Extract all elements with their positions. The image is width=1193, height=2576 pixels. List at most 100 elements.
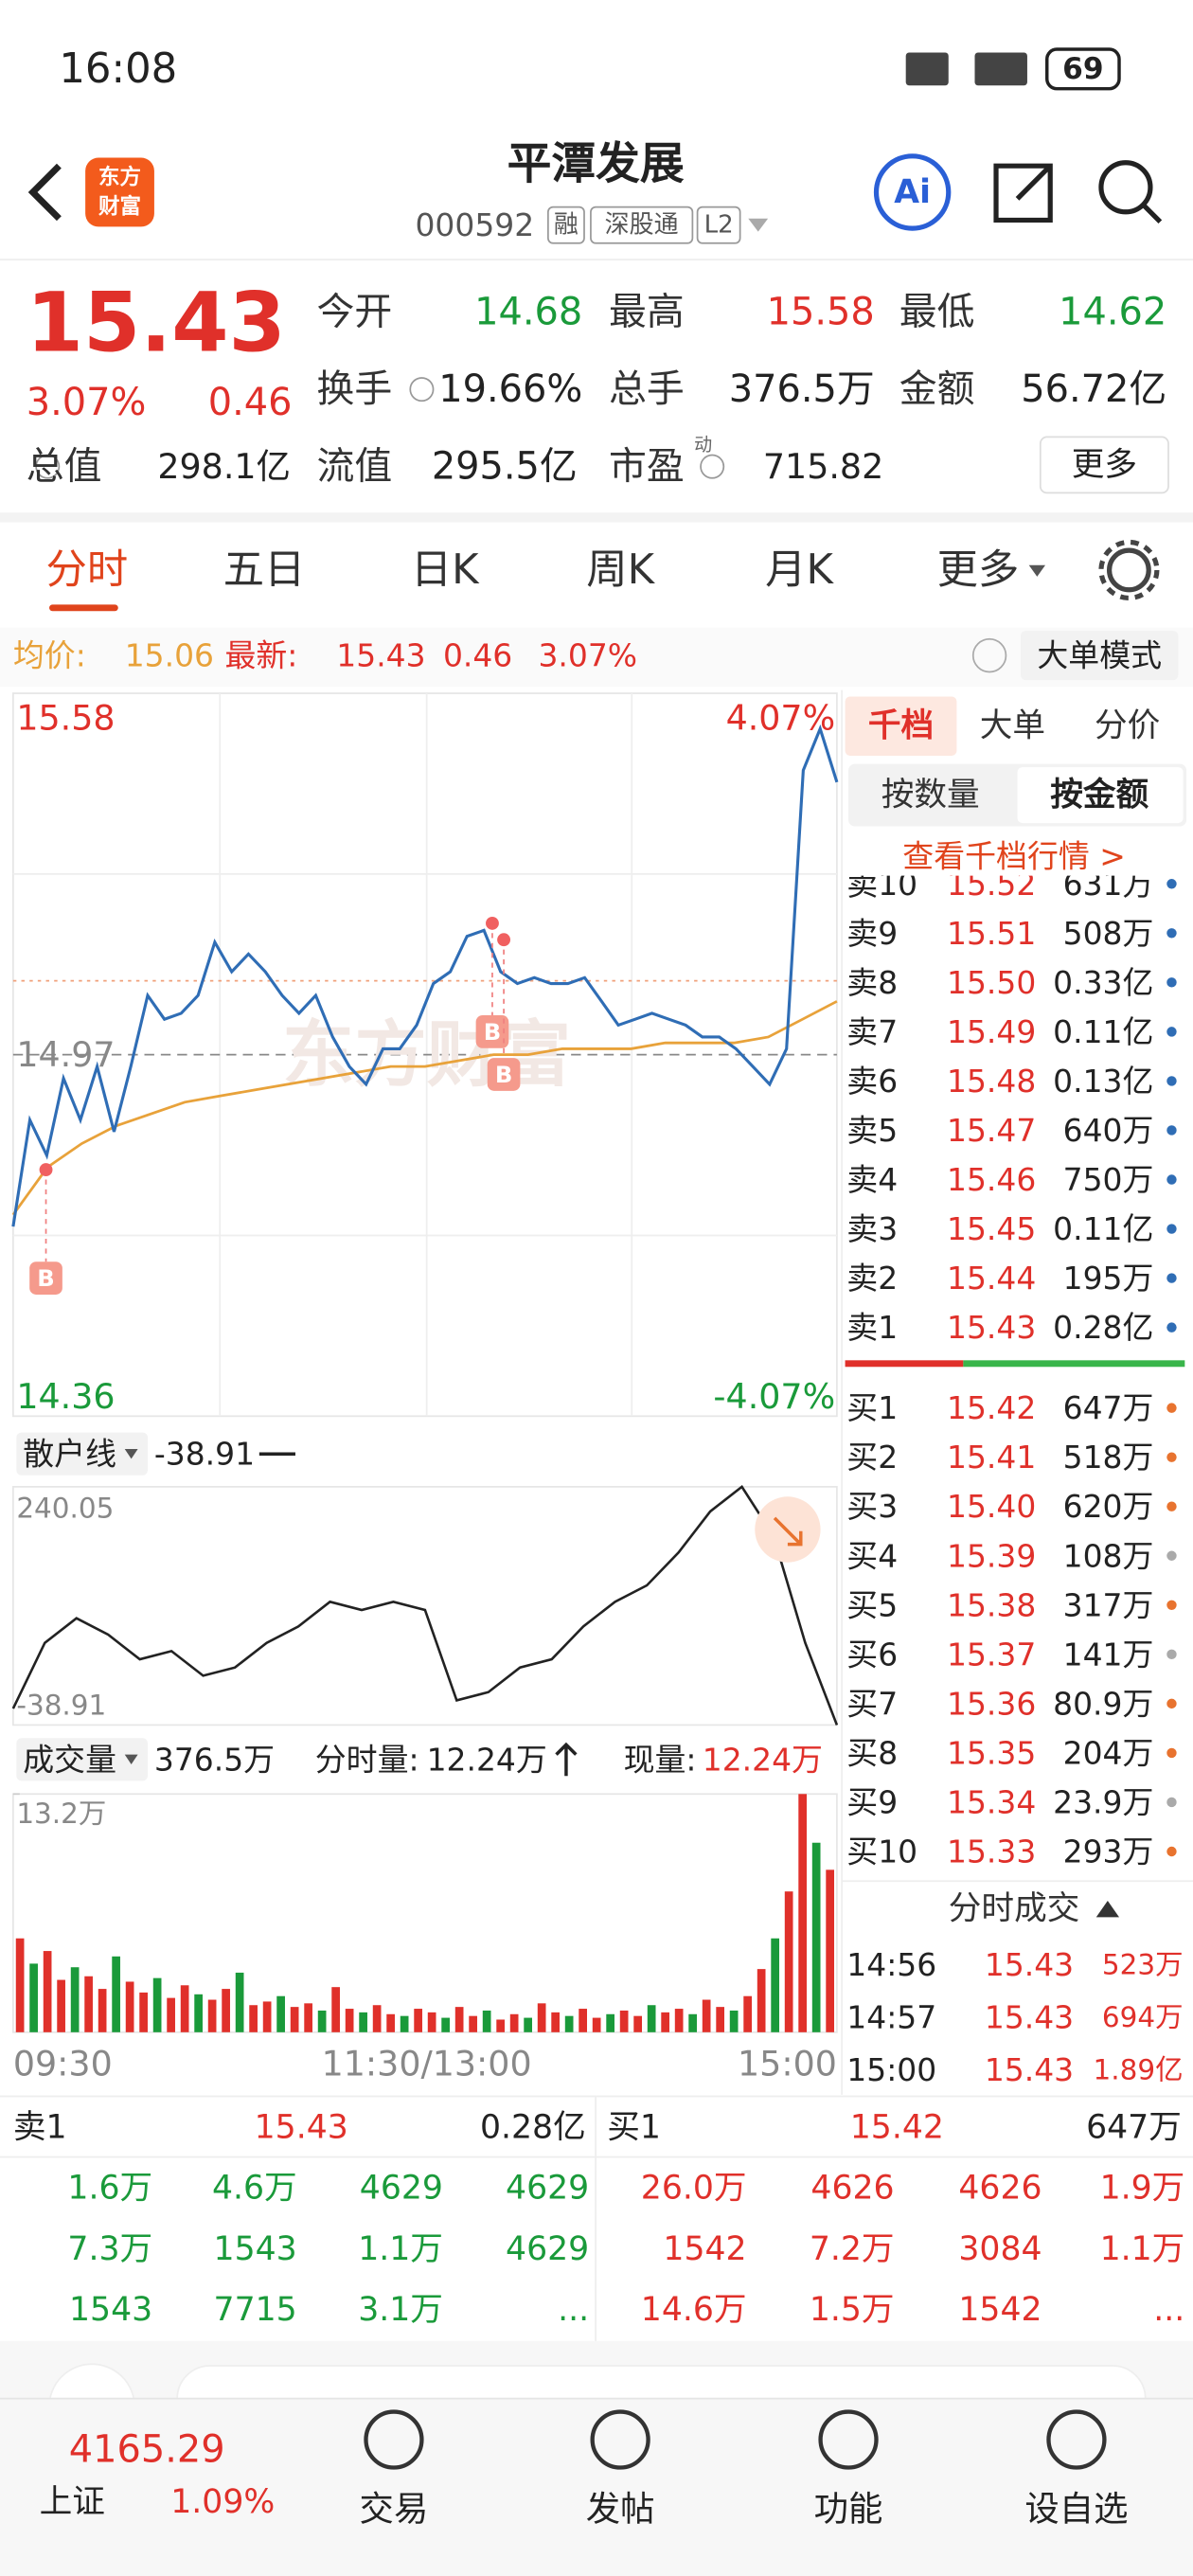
book-amount: 108万	[1063, 1537, 1154, 1574]
trade-time: 14:57	[846, 1999, 936, 2036]
battery-level: 69	[1062, 52, 1103, 86]
volume-bar	[771, 1938, 780, 2032]
search-handle	[1142, 203, 1163, 224]
sort-icon	[1095, 1901, 1120, 1918]
trade-marker-box	[29, 1261, 62, 1295]
share-button[interactable]	[993, 163, 1053, 224]
info-icon	[700, 454, 725, 479]
mode-button-label[interactable]: 大单模式	[1037, 637, 1162, 674]
price-line	[11, 724, 839, 1227]
queue-cell: 4.6万	[212, 2170, 297, 2208]
ai-button[interactable]	[873, 153, 952, 231]
separator	[0, 512, 1193, 523]
indicator-label[interactable]: 散户线	[23, 1436, 116, 1473]
book-tab[interactable]: 大单	[980, 707, 1045, 745]
nav-item[interactable]: 发帖	[586, 2488, 655, 2529]
volume-bar	[743, 1995, 753, 2032]
field-value: 14.62	[1059, 291, 1166, 334]
nav-item[interactable]: 功能	[814, 2488, 883, 2529]
volume-bar	[633, 2015, 642, 2032]
tab[interactable]: 日K	[411, 546, 480, 594]
trade-time: 15:00	[846, 2051, 936, 2088]
volume-bar	[70, 1967, 80, 2032]
tab[interactable]: 周K	[586, 546, 655, 594]
index-value[interactable]: 4165.29	[69, 2427, 225, 2471]
book-tab[interactable]: 分价	[1095, 707, 1160, 745]
book-amount: 80.9万	[1053, 1685, 1153, 1722]
field-sup: 动	[694, 435, 712, 456]
nav-item[interactable]: 交易	[360, 2488, 429, 2529]
book-dot	[1166, 1403, 1177, 1413]
tab-underline	[48, 604, 118, 612]
nav-icon	[1046, 2409, 1107, 2470]
field-label: 总手	[609, 367, 685, 411]
field-value: 14.68	[474, 291, 582, 334]
book-label: 卖5	[846, 1112, 898, 1149]
book-price: 15.47	[947, 1112, 1036, 1149]
prev-close-label: 14.97	[16, 1034, 115, 1075]
depth-link[interactable]: 查看千档行情 >	[902, 837, 1126, 874]
queue-cell: 14.6万	[641, 2291, 747, 2329]
book-dot	[1166, 1027, 1177, 1037]
search-button[interactable]	[1098, 160, 1153, 215]
tab[interactable]: 更多	[937, 546, 1020, 594]
logo	[85, 157, 154, 227]
chart-frame	[11, 1793, 838, 2033]
queue-cell: 1543	[69, 2291, 152, 2329]
book-label: 卖1	[13, 2108, 67, 2146]
field-label: 流值	[316, 445, 392, 489]
book-dot	[1166, 1452, 1177, 1462]
book-label: 买4	[846, 1537, 898, 1574]
book-amount: 0.11亿	[1053, 1210, 1153, 1247]
book-amount: 518万	[1063, 1439, 1154, 1476]
book-amount: 0.11亿	[1053, 1013, 1153, 1050]
dropdown-icon	[124, 1449, 138, 1459]
book-amount: 508万	[1063, 915, 1154, 952]
minute-volume: 12.24万	[427, 1741, 547, 1778]
trade-amount: 523万	[1102, 1949, 1184, 1981]
mode-option[interactable]: 按数量	[881, 777, 980, 814]
volume-bar	[125, 1981, 134, 2032]
clock: 16:08	[59, 45, 177, 93]
nav-icon	[818, 2409, 879, 2470]
book-price: 15.42	[850, 2108, 944, 2146]
tab[interactable]: 五日	[223, 546, 306, 594]
index-name[interactable]: 上证	[40, 2483, 105, 2521]
book-split-green	[963, 1360, 1185, 1368]
tab[interactable]: 分时	[46, 546, 129, 594]
book-price: 15.46	[947, 1161, 1036, 1198]
indicator-label[interactable]: 成交量	[23, 1741, 116, 1778]
mode-active	[1017, 767, 1184, 824]
scatter-line	[11, 1484, 839, 1726]
book-label: 买1	[607, 2108, 661, 2146]
book-price: 15.48	[947, 1063, 1036, 1100]
logo-text: 东方	[98, 164, 141, 189]
volume-bar	[509, 2013, 519, 2032]
queue-cell: 1.6万	[67, 2170, 152, 2208]
tag: 融	[554, 211, 579, 240]
field-value: 298.1亿	[157, 446, 291, 487]
queue-cell: 1.9万	[1100, 2170, 1185, 2208]
index-pct[interactable]: 1.09%	[170, 2483, 275, 2521]
mode-option[interactable]: 按金额	[1050, 777, 1148, 814]
settings-rim	[1098, 539, 1160, 601]
back-button[interactable]	[27, 163, 62, 222]
book-dot	[1166, 1797, 1177, 1808]
volume-bar	[249, 2005, 258, 2032]
book-tab[interactable]: 千档	[868, 707, 934, 745]
trade-amount: 694万	[1102, 2001, 1184, 2033]
book-amount: 647万	[1063, 1389, 1154, 1426]
queue-cell: 1542	[663, 2230, 746, 2268]
current-volume-label: 现量:	[624, 1741, 697, 1778]
volume-bar	[441, 2017, 450, 2032]
tab[interactable]: 月K	[765, 546, 834, 594]
volume-bar	[84, 1976, 93, 2032]
settings-button[interactable]	[1107, 547, 1151, 593]
nav-item[interactable]: 设自选	[1024, 2488, 1128, 2529]
avg-line	[11, 1000, 838, 1216]
mode-button	[1021, 631, 1179, 681]
volume-bar	[784, 1891, 793, 2032]
queue-cell: 1542	[958, 2291, 1042, 2329]
avg-label: 均价:	[13, 637, 86, 674]
more-button-label[interactable]: 更多	[1072, 446, 1137, 484]
